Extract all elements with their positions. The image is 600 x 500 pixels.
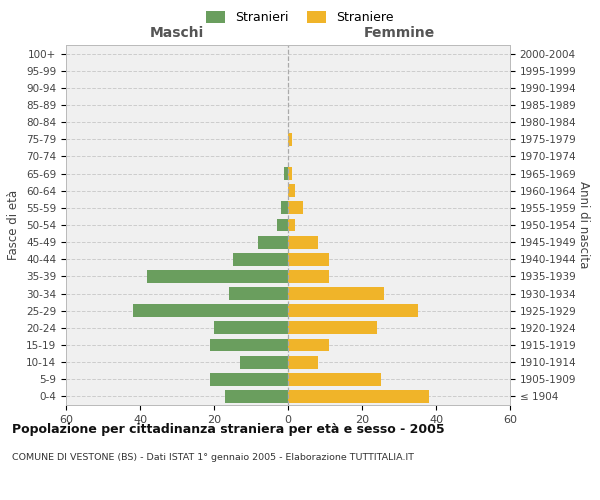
Bar xyxy=(214,322,288,334)
Bar xyxy=(288,270,329,283)
Bar xyxy=(233,253,288,266)
Text: Popolazione per cittadinanza straniera per età e sesso - 2005: Popolazione per cittadinanza straniera p… xyxy=(12,422,445,436)
Bar xyxy=(284,167,288,180)
Text: COMUNE DI VESTONE (BS) - Dati ISTAT 1° gennaio 2005 - Elaborazione TUTTITALIA.IT: COMUNE DI VESTONE (BS) - Dati ISTAT 1° g… xyxy=(12,452,414,462)
Bar xyxy=(288,167,292,180)
Y-axis label: Fasce di età: Fasce di età xyxy=(7,190,20,260)
Bar xyxy=(288,253,329,266)
Bar xyxy=(210,373,288,386)
Bar xyxy=(240,356,288,368)
Bar xyxy=(259,236,288,248)
Bar xyxy=(288,287,384,300)
Bar xyxy=(288,390,428,403)
Bar xyxy=(133,304,288,317)
Bar xyxy=(148,270,288,283)
Bar xyxy=(277,218,288,232)
Bar xyxy=(288,338,329,351)
Bar xyxy=(229,287,288,300)
Bar xyxy=(288,133,292,145)
Bar xyxy=(281,202,288,214)
Bar xyxy=(288,373,380,386)
Bar xyxy=(288,322,377,334)
Bar xyxy=(210,338,288,351)
Bar xyxy=(288,202,303,214)
Bar xyxy=(288,184,295,197)
Y-axis label: Anni di nascita: Anni di nascita xyxy=(577,182,590,268)
Bar xyxy=(288,236,317,248)
Bar xyxy=(288,356,317,368)
Bar xyxy=(288,218,295,232)
Text: Femmine: Femmine xyxy=(364,26,434,40)
Text: Maschi: Maschi xyxy=(150,26,204,40)
Legend: Stranieri, Straniere: Stranieri, Straniere xyxy=(202,6,398,29)
Bar xyxy=(288,304,418,317)
Bar xyxy=(225,390,288,403)
